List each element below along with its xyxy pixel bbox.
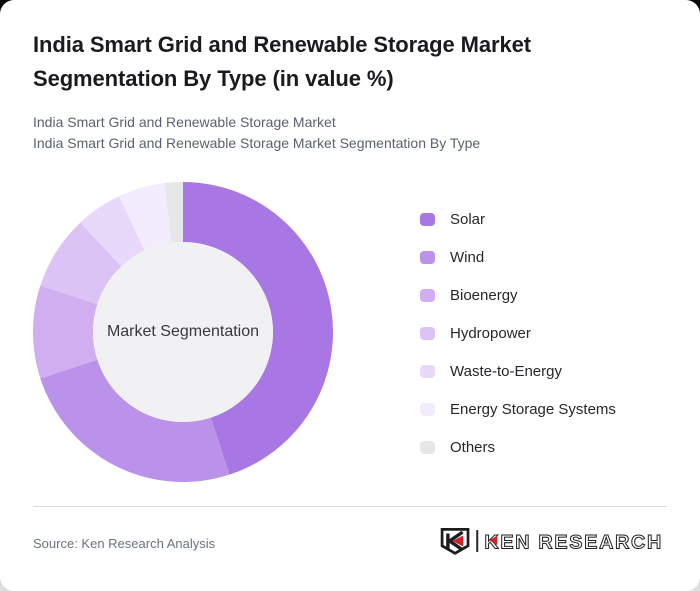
source-text: Source: Ken Research Analysis bbox=[33, 536, 216, 551]
subtitle-line-2: India Smart Grid and Renewable Storage M… bbox=[33, 135, 481, 151]
legend-item-energy-storage-systems: Energy Storage Systems bbox=[420, 390, 616, 428]
legend-label-hydropower: Hydropower bbox=[450, 324, 531, 342]
page-title: India Smart Grid and Renewable Storage M… bbox=[33, 32, 531, 91]
legend-item-hydropower: Hydropower bbox=[420, 314, 616, 352]
legend-label-others: Others bbox=[450, 438, 496, 456]
legend-label-bioenergy: Bioenergy bbox=[450, 286, 518, 304]
legend-item-waste-to-energy: Waste-to-Energy bbox=[420, 352, 616, 390]
legend-swatch-wind bbox=[420, 250, 435, 264]
subtitle: India Smart Grid and Renewable Storage M… bbox=[33, 112, 653, 154]
legend-item-others: Others bbox=[420, 428, 616, 466]
legend-swatch-solar bbox=[420, 212, 435, 226]
legend-swatch-others bbox=[420, 440, 435, 454]
donut-slice-waste-to-energy bbox=[80, 196, 145, 267]
donut-slice-bioenergy bbox=[33, 285, 98, 379]
legend-item-solar: Solar bbox=[420, 200, 616, 238]
donut-chart: Market Segmentation bbox=[33, 182, 333, 482]
legend-label-solar: Solar bbox=[450, 210, 486, 228]
logo-k-arrow-icon bbox=[489, 535, 498, 546]
donut-chart-svg bbox=[33, 182, 333, 482]
subtitle-line-1: India Smart Grid and Renewable Storage M… bbox=[33, 114, 336, 130]
donut-slice-energy-storage-systems bbox=[119, 183, 172, 251]
donut-slice-others bbox=[164, 182, 183, 243]
legend-swatch-bioenergy bbox=[420, 288, 435, 302]
legend: Solar Wind Bioenergy Hydropower Waste-to-Ene… bbox=[420, 200, 616, 466]
legend-label-energy-storage-systems: Energy Storage Systems bbox=[450, 400, 616, 418]
legend-swatch-hydropower bbox=[420, 326, 435, 340]
legend-swatch-energy-storage-systems bbox=[420, 402, 435, 416]
legend-item-bioenergy: Bioenergy bbox=[420, 276, 616, 314]
ken-research-shield-icon bbox=[440, 528, 470, 555]
donut-slice-hydropower bbox=[40, 222, 122, 305]
legend-label-waste-to-energy: Waste-to-Energy bbox=[450, 362, 562, 380]
footer-divider bbox=[33, 506, 667, 507]
donut-slice-solar bbox=[183, 182, 333, 475]
legend-label-wind: Wind bbox=[450, 248, 485, 266]
logo-wordmark: KEN RESEARCH bbox=[484, 532, 663, 554]
ken-research-logo-svg: KEN RESEARCH bbox=[440, 528, 663, 555]
ken-research-logo: KEN RESEARCH bbox=[438, 527, 670, 560]
donut-slice-wind bbox=[40, 359, 230, 482]
logo-separator bbox=[476, 530, 479, 552]
legend-item-wind: Wind bbox=[420, 238, 616, 276]
legend-swatch-waste-to-energy bbox=[420, 364, 435, 378]
donut-center bbox=[93, 242, 273, 422]
